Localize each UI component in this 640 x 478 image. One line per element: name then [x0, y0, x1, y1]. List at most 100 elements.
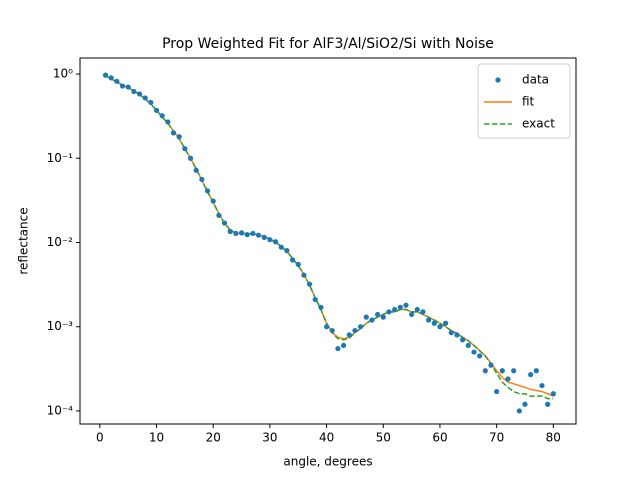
- legend-marker: [495, 77, 501, 83]
- data-point: [380, 314, 386, 320]
- data-point: [335, 345, 341, 352]
- data-point: [216, 212, 222, 218]
- axes-frame: [79, 57, 577, 425]
- data-point: [204, 188, 211, 194]
- data-point: [386, 309, 392, 315]
- data-point: [267, 237, 273, 243]
- data-point: [460, 337, 466, 343]
- data-point: [125, 84, 131, 90]
- data-point: [199, 176, 205, 183]
- data-point: [170, 130, 177, 136]
- data-point: [159, 113, 165, 119]
- x-tick-label: 80: [546, 431, 561, 445]
- data-point: [182, 146, 188, 152]
- data-point: [539, 382, 545, 389]
- data-point: [250, 230, 256, 237]
- data-point: [511, 368, 517, 374]
- data-point: [142, 95, 148, 101]
- plot-area: [102, 72, 556, 414]
- data-point: [426, 317, 432, 323]
- data-point: [437, 324, 443, 330]
- x-axis-label: angle, degrees: [283, 455, 372, 469]
- y-tick-label: 10⁻⁴: [47, 403, 74, 417]
- data-point: [187, 155, 194, 161]
- legend-label: fit: [522, 95, 535, 109]
- data-point: [329, 327, 335, 334]
- data-point: [278, 244, 284, 250]
- data-point: [357, 324, 364, 330]
- data-point: [471, 349, 477, 355]
- data-point: [148, 99, 154, 106]
- data-point: [284, 248, 290, 254]
- x-tick-label: 40: [319, 431, 334, 445]
- data-point: [119, 83, 126, 89]
- x-tick-label: 10: [149, 431, 164, 445]
- data-point: [165, 119, 171, 125]
- legend-box: [477, 63, 571, 139]
- data-point: [392, 306, 398, 313]
- data-point: [482, 368, 488, 374]
- data-point: [528, 372, 534, 378]
- data-point: [153, 107, 160, 114]
- data-point: [238, 230, 245, 236]
- data-point: [312, 296, 318, 303]
- data-point: [533, 368, 539, 374]
- data-point: [323, 324, 330, 330]
- data-point: [318, 304, 324, 310]
- data-point: [369, 317, 375, 323]
- series-line: [105, 75, 554, 397]
- x-tick-label: 70: [489, 431, 504, 445]
- x-tick-label: 60: [432, 431, 447, 445]
- y-tick-label: 10⁻²: [47, 235, 74, 249]
- y-axis-label: reflectance: [17, 207, 31, 274]
- data-point: [545, 401, 551, 407]
- data-point: [210, 198, 216, 204]
- data-point: [261, 234, 267, 240]
- data-point: [352, 327, 358, 334]
- data-point: [375, 311, 381, 318]
- data-point: [443, 320, 449, 326]
- data-point: [397, 304, 403, 310]
- data-point: [516, 408, 522, 414]
- y-tick-label: 10⁰: [53, 67, 73, 81]
- x-tick-label: 50: [376, 431, 391, 445]
- data-point: [448, 330, 454, 336]
- data-point: [244, 232, 250, 238]
- data-point: [301, 272, 307, 278]
- data-point: [454, 332, 460, 338]
- data-point: [295, 261, 301, 267]
- data-point: [414, 306, 420, 313]
- data-point: [409, 311, 415, 318]
- data-point: [102, 72, 109, 78]
- data-point: [306, 281, 313, 287]
- data-point: [505, 376, 511, 382]
- y-tick-label: 10⁻³: [47, 319, 74, 333]
- data-point: [272, 239, 279, 245]
- data-point: [346, 332, 352, 338]
- data-point: [488, 362, 494, 368]
- data-point: [550, 391, 556, 397]
- data-point: [176, 134, 182, 140]
- data-point: [494, 388, 500, 395]
- data-point: [363, 314, 369, 320]
- data-point: [499, 368, 505, 374]
- x-tick-label: 20: [206, 431, 221, 445]
- data-point: [420, 309, 426, 315]
- data-point: [136, 91, 143, 97]
- legend-label: data: [522, 73, 549, 87]
- data-point: [403, 302, 409, 308]
- data-point: [289, 257, 296, 263]
- data-point: [431, 320, 437, 326]
- data-point: [131, 88, 137, 95]
- x-tick-label: 30: [262, 431, 277, 445]
- data-point: [227, 228, 233, 235]
- legend-label: exact: [522, 117, 555, 131]
- data-point: [221, 220, 228, 226]
- data-point: [255, 232, 262, 238]
- chart-title: Prop Weighted Fit for AlF3/Al/SiO2/Si wi…: [162, 36, 494, 52]
- y-tick-label: 10⁻¹: [47, 151, 74, 165]
- data-point: [477, 353, 483, 359]
- data-point: [340, 342, 347, 349]
- data-point: [193, 167, 199, 173]
